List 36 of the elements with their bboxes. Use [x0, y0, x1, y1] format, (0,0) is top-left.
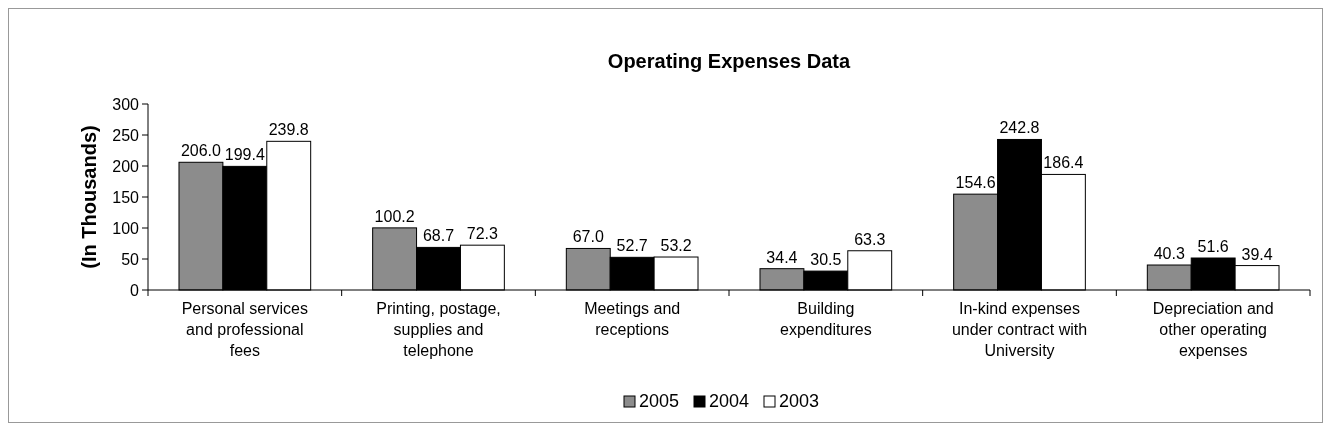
data-label: 53.2: [660, 237, 692, 255]
y-tick-label: 250: [112, 126, 140, 144]
legend-label: 2004: [709, 391, 750, 411]
x-tick-label: Printing, postage, supplies and telephone: [376, 300, 501, 359]
legend-label: 2005: [639, 391, 680, 411]
data-label: 51.6: [1197, 238, 1229, 256]
data-label: 68.7: [422, 227, 455, 245]
data-label: 199.4: [224, 146, 265, 164]
data-label: 40.3: [1153, 245, 1185, 263]
x-tick-label: Building expenditures: [780, 300, 872, 338]
data-label: 63.3: [854, 230, 886, 248]
data-label: 242.8: [999, 119, 1040, 137]
data-label: 72.3: [466, 225, 499, 243]
data-label: 52.7: [616, 237, 648, 255]
data-label: 39.4: [1241, 245, 1273, 263]
data-label: 206.0: [180, 142, 222, 160]
x-tick-label: Meetings and receptions: [584, 300, 681, 338]
data-label: 30.5: [810, 251, 842, 269]
data-label: 186.4: [1043, 154, 1084, 172]
data-label: 239.8: [268, 121, 309, 139]
y-tick-label: 300: [112, 95, 140, 113]
chart-title: Operating Expenses Data: [607, 50, 852, 72]
y-tick-label: 0: [130, 281, 140, 299]
data-label: 34.4: [766, 248, 798, 266]
y-tick-label: 200: [112, 157, 140, 175]
x-tick-label: Depreciation and other operating expenses: [1152, 300, 1274, 359]
x-tick-label: Personal services and professional fees: [181, 300, 308, 359]
y-tick-label: 150: [112, 188, 140, 206]
y-axis-title: (In Thousands): [78, 125, 100, 269]
data-label: 154.6: [955, 174, 996, 192]
data-label: 100.2: [374, 207, 415, 225]
data-label: 67.0: [572, 228, 604, 246]
x-tick-label: In-kind expenses under contract with University: [951, 300, 1088, 359]
legend-label: 2003: [779, 391, 820, 411]
y-tick-label: 50: [121, 250, 140, 268]
y-tick-label: 100: [112, 219, 140, 237]
